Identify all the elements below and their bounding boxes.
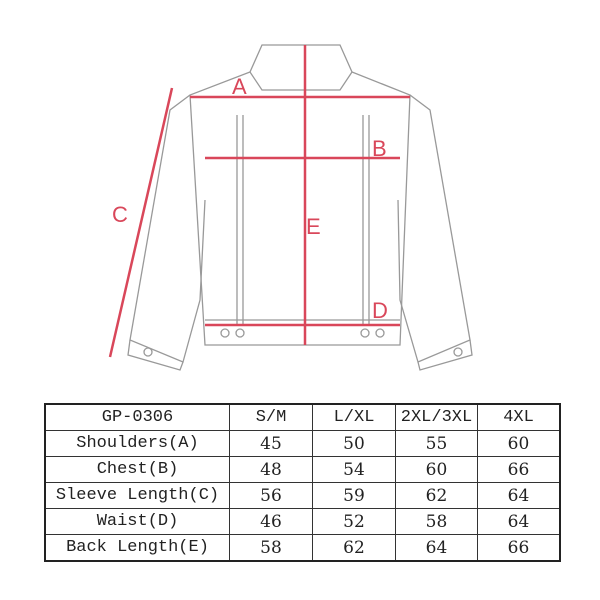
cell: 58 xyxy=(395,508,478,535)
cell: 62 xyxy=(395,482,478,509)
sleeve-line-c xyxy=(108,87,174,358)
cell: 66 xyxy=(477,456,561,483)
header-cell: L/XL xyxy=(312,403,396,431)
cell: 64 xyxy=(477,482,561,509)
table-row: Chest(B) 48 54 60 66 xyxy=(44,456,561,483)
header-cell: 2XL/3XL xyxy=(395,403,478,431)
cell: 56 xyxy=(229,482,313,509)
label-c: C xyxy=(112,202,128,227)
cell: 64 xyxy=(395,534,478,562)
cell: 55 xyxy=(395,430,478,457)
size-chart-table: GP-0306 S/M L/XL 2XL/3XL 4XL Shoulders(A… xyxy=(44,403,561,562)
label-a: A xyxy=(232,74,247,99)
cell: 58 xyxy=(229,534,313,562)
jacket-diagram: A B C D E xyxy=(108,44,473,371)
label-b: B xyxy=(372,136,387,161)
label-d: D xyxy=(372,298,388,323)
row-label: Shoulders(A) xyxy=(44,430,230,457)
cell: 59 xyxy=(312,482,396,509)
table-row: Waist(D) 46 52 58 64 xyxy=(44,508,561,535)
cell: 64 xyxy=(477,508,561,535)
header-cell: S/M xyxy=(229,403,313,431)
header-cell: GP-0306 xyxy=(44,403,230,431)
row-label: Chest(B) xyxy=(44,456,230,483)
jacket-outline xyxy=(127,44,473,371)
cell: 66 xyxy=(477,534,561,562)
cell: 60 xyxy=(477,430,561,457)
header-cell: 4XL xyxy=(477,403,561,431)
table-header-row: GP-0306 S/M L/XL 2XL/3XL 4XL xyxy=(44,403,561,431)
cell: 45 xyxy=(229,430,313,457)
row-label: Back Length(E) xyxy=(44,534,230,562)
cell: 50 xyxy=(312,430,396,457)
cell: 46 xyxy=(229,508,313,535)
cell: 54 xyxy=(312,456,396,483)
measurement-lines xyxy=(108,45,410,358)
table-row: Back Length(E) 58 62 64 66 xyxy=(44,534,561,562)
table-row: Sleeve Length(C) 56 59 62 64 xyxy=(44,482,561,509)
row-label: Waist(D) xyxy=(44,508,230,535)
label-e: E xyxy=(306,214,321,239)
row-label: Sleeve Length(C) xyxy=(44,482,230,509)
table-row: Shoulders(A) 45 50 55 60 xyxy=(44,430,561,457)
cell: 52 xyxy=(312,508,396,535)
cell: 62 xyxy=(312,534,396,562)
cell: 48 xyxy=(229,456,313,483)
cell: 60 xyxy=(395,456,478,483)
